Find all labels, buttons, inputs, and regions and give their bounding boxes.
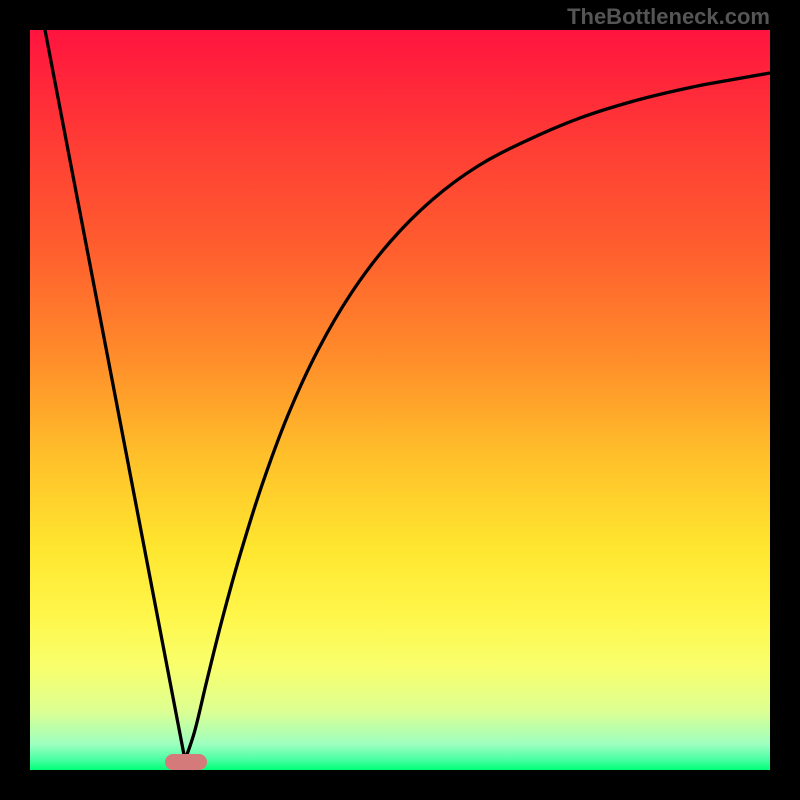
gradient-background (30, 30, 770, 770)
plot-area (30, 30, 770, 770)
optimal-marker (165, 754, 207, 770)
chart-frame: TheBottleneck.com (0, 0, 800, 800)
chart-svg (30, 30, 770, 770)
watermark-text: TheBottleneck.com (567, 4, 770, 30)
